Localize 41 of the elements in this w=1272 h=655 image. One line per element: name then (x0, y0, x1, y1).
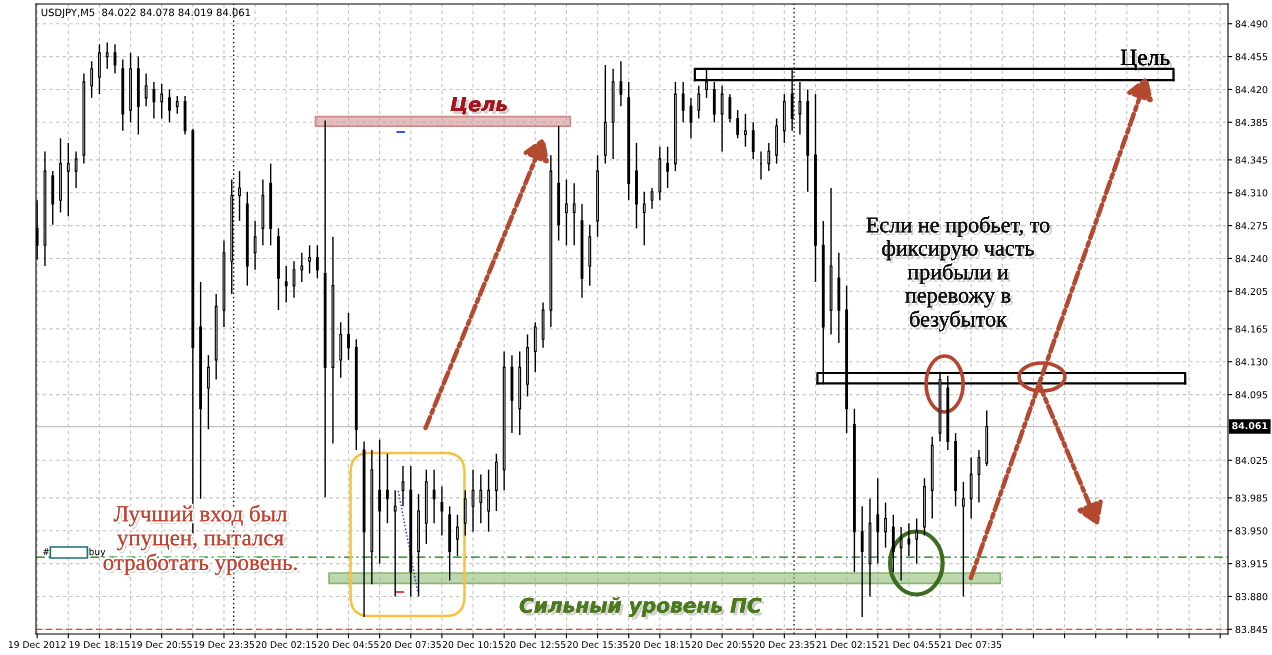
y-tick-label: 83.915 (1235, 560, 1268, 568)
y-tick-label: 83.845 (1235, 625, 1268, 634)
x-tick-label: 20 Dec 18:15 (629, 641, 690, 649)
y-tick-label: 84.130 (1235, 358, 1268, 366)
x-tick-label: 20 Dec 02:15 (256, 641, 317, 649)
annotation: Цель (1120, 49, 1173, 73)
x-tick-label: 20 Dec 23:35 (754, 641, 815, 649)
y-tick-label: 84.420 (1235, 86, 1268, 94)
y-tick-label: 84.275 (1235, 222, 1268, 230)
x-tick-label: 20 Dec 07:35 (380, 641, 441, 649)
x-tick-label: 20 Dec 10:15 (442, 641, 504, 649)
y-tick-label: 84.455 (1235, 53, 1268, 61)
y-tick-label: 84.095 (1235, 391, 1268, 399)
x-tick-label: 20 Dec 20:55 (691, 641, 753, 649)
x-tick-label: 20 Dec 12:55 (505, 641, 566, 649)
ref-line-label: 84.061 (1232, 422, 1268, 430)
x-tick-label: 19 Dec 20:55 (131, 641, 192, 649)
y-tick-label: 84.025 (1235, 456, 1268, 465)
ref-line-label: # buy (43, 547, 106, 558)
annotation: Цель (450, 96, 510, 117)
x-tick-label: 21 Dec 07:35 (941, 641, 1002, 649)
y-tick-label: 83.880 (1235, 593, 1268, 601)
annotation: Если не пробьет, то фиксирую часть прибыли и перевожу в безубыток (866, 216, 1053, 335)
x-tick-label: 21 Dec 02:15 (816, 641, 877, 649)
x-tick-label: 19 Dec 18:15 (69, 641, 130, 649)
y-tick-label: 84.205 (1235, 287, 1268, 296)
y-tick-label: 83.985 (1235, 494, 1268, 502)
y-tick-label: 84.490 (1235, 20, 1268, 28)
y-tick-label: 84.345 (1235, 156, 1268, 164)
x-tick-label: 20 Dec 15:35 (567, 641, 628, 649)
chart-title: USDJPY,M5 84.022 84.078 84.019 84.061 (41, 8, 251, 19)
y-tick-label: 84.165 (1235, 325, 1268, 333)
x-tick-label: 20 Dec 04:55 (318, 641, 379, 649)
y-tick-label: 83.950 (1235, 527, 1268, 535)
y-tick-label: 84.310 (1235, 189, 1268, 197)
x-tick-label: 19 Dec 2012 (8, 641, 66, 649)
x-tick-label: 19 Dec 23:35 (194, 641, 254, 649)
y-tick-label: 84.385 (1235, 118, 1268, 127)
x-tick-label: 21 Dec 04:55 (878, 641, 939, 649)
y-tick-label: 84.240 (1235, 255, 1268, 263)
annotation: Сильный уровень ПС (519, 597, 765, 620)
